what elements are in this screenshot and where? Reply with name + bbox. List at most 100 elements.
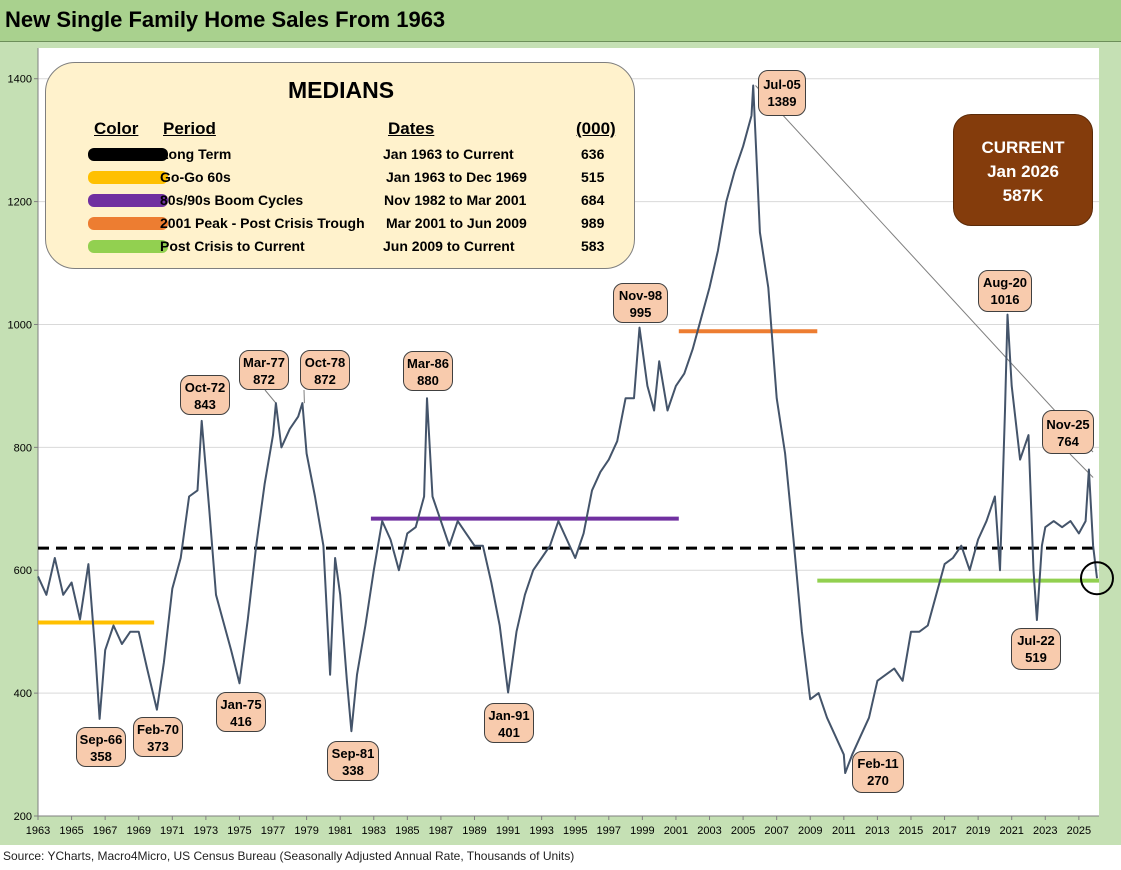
callout-connector [755,85,1094,453]
legend-swatch-gogo-60s [88,171,168,184]
y-tick-label: 200 [14,811,32,823]
callout-date: Feb-70 [137,722,179,737]
callout-nov-25: Nov-25 764 [1042,410,1094,454]
callout-jan-75: Jan-75 416 [216,692,266,732]
callout-nov-98: Nov-98 995 [613,283,668,323]
current-label: CURRENT [981,138,1065,157]
x-tick-label: 1993 [529,825,553,837]
callout-value: 373 [147,739,169,754]
x-tick-label: 1967 [93,825,117,837]
legend-dates: Mar 2001 to Jun 2009 [386,215,527,231]
medians-legend-box: MEDIANS Color Period Dates (000) Long Te… [45,62,635,269]
chart-svg: 200 400 600 800 1000 1200 1400 1963 1965 1967 1969… [8,48,1114,837]
callout-mar-77: Mar-77 872 [239,350,289,390]
medians-header-value: (000) [576,119,616,138]
y-tick-label: 600 [14,565,32,577]
callout-date: Feb-11 [857,756,899,771]
callout-date: Sep-81 [331,746,375,761]
callout-value: 416 [230,714,252,729]
callout-date: Mar-86 [407,356,449,371]
x-tick-label: 1989 [462,825,486,837]
callout-date: Oct-78 [304,355,346,370]
current-value: 587K [1002,186,1044,205]
callout-date: Oct-72 [184,380,226,395]
x-tick-label: 1963 [26,825,50,837]
current-point-marker [1079,561,1114,596]
x-tick-label: 2003 [697,825,721,837]
x-tick-label: 1995 [563,825,587,837]
callout-feb-11: Feb-11 270 [852,751,904,793]
legend-value: 636 [581,146,605,162]
callout-feb-70: Feb-70 373 [133,717,183,757]
current-value-box: CURRENT Jan 2026 587K [953,114,1093,226]
callout-jan-91: Jan-91 401 [484,703,534,743]
legend-swatch-post-crisis [88,240,168,253]
callout-value: 843 [194,397,216,412]
legend-dates: Jan 1963 to Dec 1969 [386,169,527,185]
current-date: Jan 2026 [987,162,1059,181]
title-bar: New Single Family Home Sales From 1963 [0,0,1121,42]
x-tick-label: 2007 [764,825,788,837]
medians-header-period: Period [163,119,216,138]
x-tick-label: 2001 [664,825,688,837]
x-tick-label: 2023 [1033,825,1057,837]
y-tick-label: 1400 [8,74,32,86]
callout-date: Nov-25 [1046,417,1090,432]
legend-period: 2001 Peak - Post Crisis Trough [160,215,365,231]
medians-row-post-crisis: Post Crisis to Current Jun 2009 to Curre… [46,237,636,259]
callout-value: 880 [417,373,439,388]
x-tick-label: 1999 [630,825,654,837]
y-tick-label: 1200 [8,197,32,209]
y-tick-label: 1000 [8,319,32,331]
legend-value: 684 [581,192,605,208]
x-tick-label: 1981 [328,825,352,837]
x-tick-label: 1973 [194,825,218,837]
legend-value: 515 [581,169,605,185]
medians-row-gogo-60s: Go-Go 60s Jan 1963 to Dec 1969 515 [46,168,636,190]
callout-oct-78: Oct-78 872 [300,350,350,390]
legend-value: 583 [581,238,605,254]
x-tick-label: 2017 [932,825,956,837]
callout-jul-05: Jul-05 1389 [758,70,806,116]
y-tick-label: 800 [14,442,32,454]
callout-value: 338 [342,763,364,778]
x-tick-label: 2013 [865,825,889,837]
callout-date: Jan-75 [220,697,262,712]
callout-sep-81: Sep-81 338 [327,741,379,781]
legend-period: Post Crisis to Current [160,238,305,254]
medians-header-dates: Dates [388,119,435,138]
x-tick-label: 2025 [1067,825,1091,837]
callout-date: Jan-91 [488,708,530,723]
callout-value: 764 [1057,434,1079,449]
axes: 200 400 600 800 1000 1200 1400 1963 1965 1967 1969… [8,48,1099,837]
x-tick-label: 1965 [59,825,83,837]
medians-row-peak-trough: 2001 Peak - Post Crisis Trough Mar 2001 … [46,214,636,236]
x-tick-label: 2005 [731,825,755,837]
x-tick-label: 2009 [798,825,822,837]
callout-value: 995 [629,305,652,320]
x-tick-label: 2019 [966,825,990,837]
medians-row-boom-cycles: 80s/90s Boom Cycles Nov 1982 to Mar 2001… [46,191,636,213]
legend-dates: Jan 1963 to Current [383,146,514,162]
x-tick-label: 1977 [261,825,285,837]
x-tick-label: 1985 [395,825,419,837]
source-note: Source: YCharts, Macro4Micro, US Census … [3,849,575,863]
x-tick-label: 1979 [294,825,318,837]
legend-swatch-long-term [88,148,168,161]
x-tick-label: 1983 [362,825,386,837]
callout-date: Sep-66 [79,732,123,747]
medians-header-color: Color [94,119,139,138]
callout-value: 1016 [990,292,1020,307]
legend-period: Long Term [160,146,232,162]
current-marker-group [1079,561,1114,596]
callout-date: Jul-05 [763,77,801,92]
x-tick-label: 1997 [597,825,621,837]
x-tick-label: 1975 [227,825,251,837]
legend-dates: Nov 1982 to Mar 2001 [384,192,527,208]
y-tick-label: 400 [14,688,32,700]
callout-oct-72: Oct-72 843 [180,375,230,415]
callout-value: 872 [253,372,275,387]
chart-title: New Single Family Home Sales From 1963 [5,7,446,32]
x-tick-label: 1971 [160,825,184,837]
legend-value: 989 [581,215,605,231]
